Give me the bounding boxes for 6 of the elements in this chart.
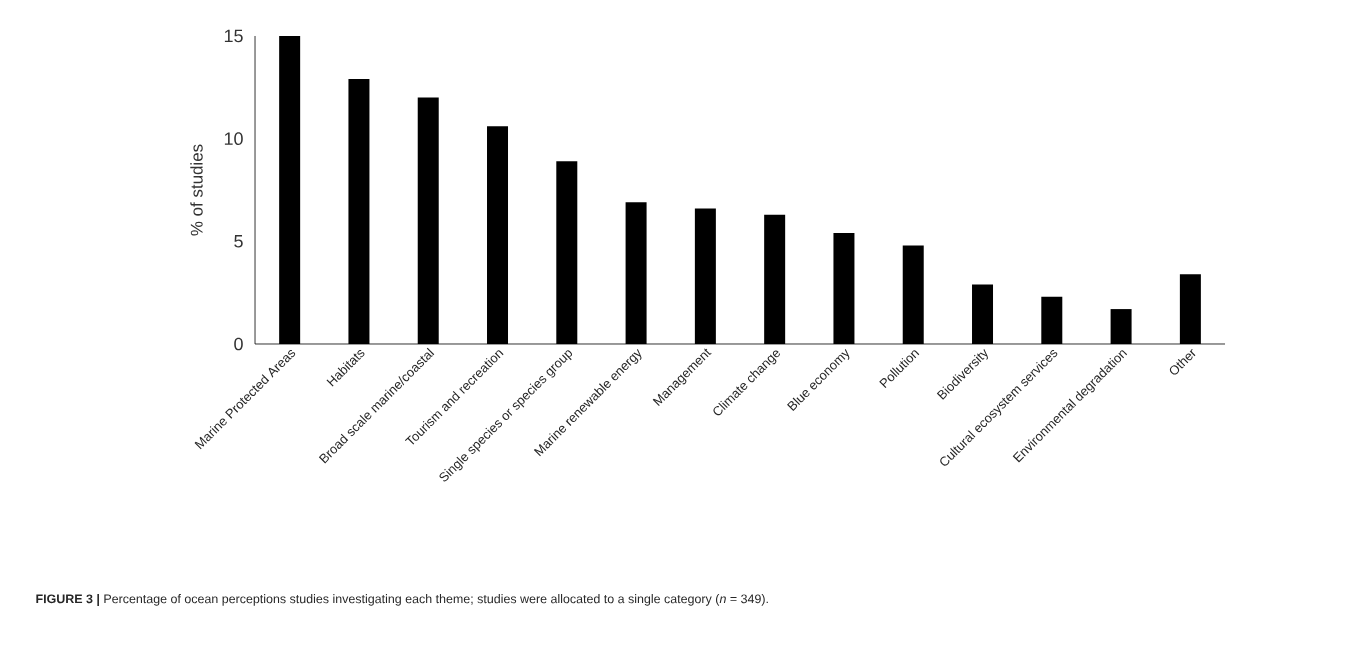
y-tick-label: 15 bbox=[224, 29, 243, 43]
y-tick-label: 10 bbox=[224, 132, 243, 145]
y-tick-label: 0 bbox=[234, 337, 243, 351]
y-axis-title: % of studies bbox=[190, 144, 203, 236]
text: FIGURE 3 | Percentage of ocean perceptions studies investigating each theme; studies were allocated to a single category (n = 349). bbox=[36, 594, 768, 606]
y-tick-label: 5 bbox=[234, 235, 243, 248]
